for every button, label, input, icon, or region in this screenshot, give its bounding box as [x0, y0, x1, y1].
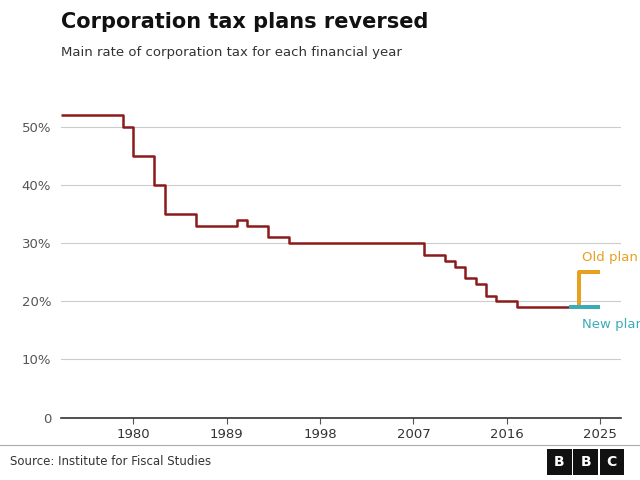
Text: C: C [607, 455, 617, 469]
Text: Source: Institute for Fiscal Studies: Source: Institute for Fiscal Studies [10, 455, 211, 468]
Text: New plan: New plan [582, 318, 640, 331]
Text: Main rate of corporation tax for each financial year: Main rate of corporation tax for each fi… [61, 46, 402, 59]
Text: B: B [554, 455, 564, 469]
Text: B: B [580, 455, 591, 469]
Text: Corporation tax plans reversed: Corporation tax plans reversed [61, 12, 428, 32]
Text: Old plan: Old plan [582, 251, 638, 264]
